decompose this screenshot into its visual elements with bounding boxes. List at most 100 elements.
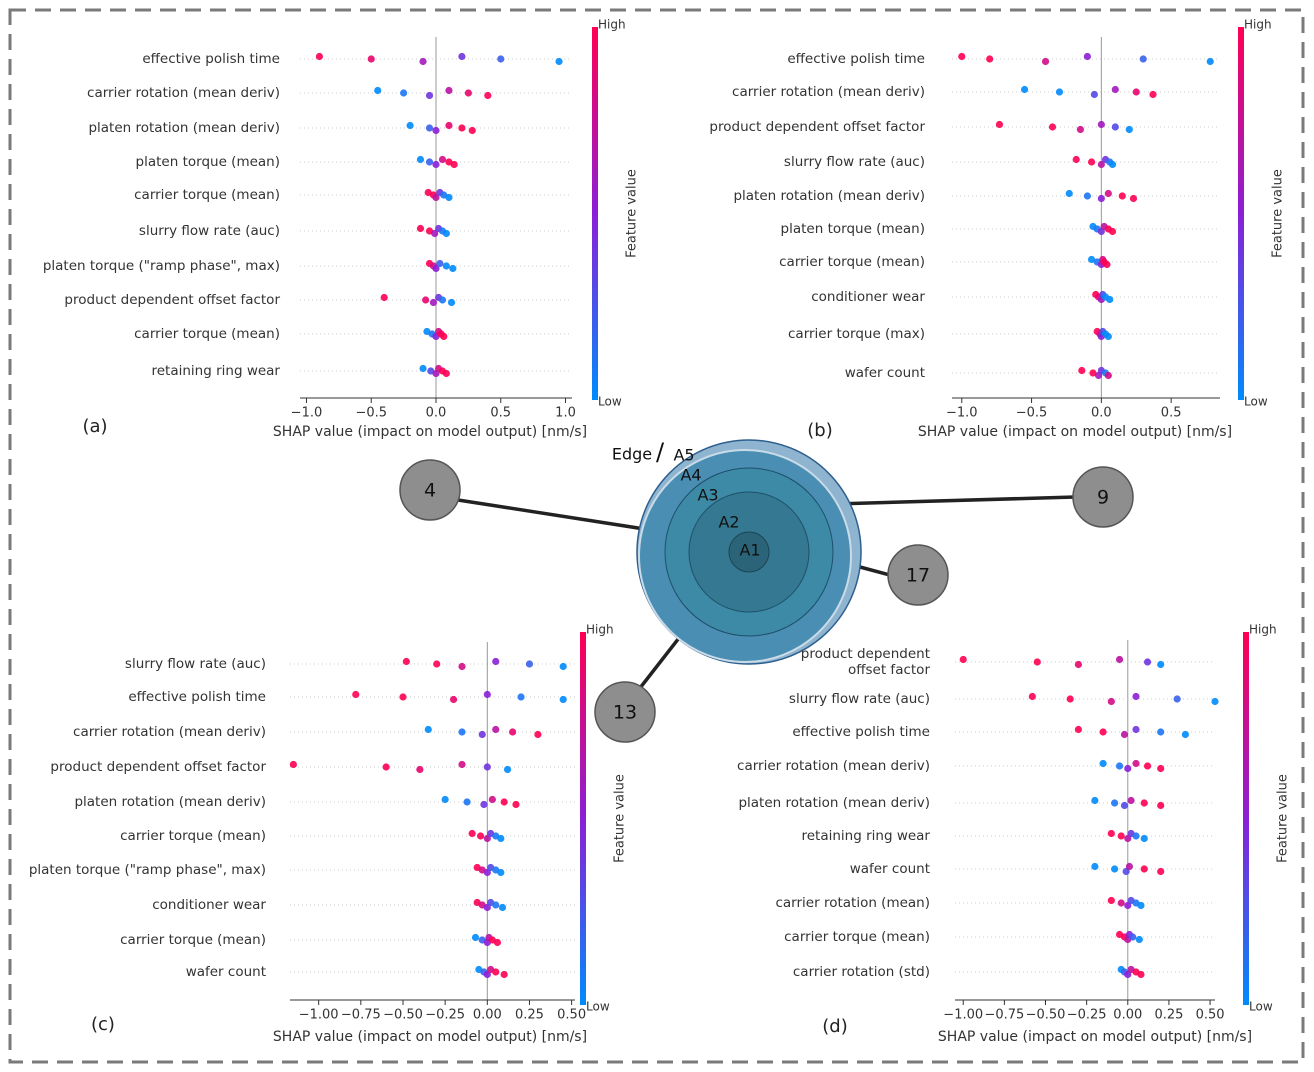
shap-point [504, 766, 511, 773]
shap-point [400, 89, 407, 96]
x-tick-label: −1.00 [299, 1008, 339, 1023]
shap-point [436, 260, 443, 267]
colorbar [1238, 27, 1244, 400]
shap-point [458, 53, 465, 60]
shap-point [1098, 195, 1105, 202]
shap-point [1108, 698, 1115, 705]
shap-point [463, 798, 470, 805]
shap-point [1129, 933, 1136, 940]
colorbar [580, 632, 586, 1005]
shap-point [1111, 799, 1118, 806]
feature-label: wafer count [845, 365, 925, 381]
feature-label: carrier torque (mean) [134, 187, 280, 203]
feature-label: effective polish time [792, 724, 930, 740]
shap-point [1111, 865, 1118, 872]
shap-point [417, 225, 424, 232]
shap-point [1137, 971, 1144, 978]
feature-label: slurry flow rate (auc) [139, 223, 280, 239]
x-tick-label: 0.5 [490, 406, 511, 421]
colorbar [1243, 632, 1249, 1005]
shap-point [458, 728, 465, 735]
shap-point [526, 660, 533, 667]
panel-label: (a) [82, 416, 107, 437]
shap-point [477, 832, 484, 839]
shap-point [1116, 656, 1123, 663]
x-tick-label: −0.75 [341, 1008, 381, 1023]
shap-point [1116, 762, 1123, 769]
shap-point [1157, 765, 1164, 772]
node-label: 17 [906, 565, 930, 587]
shap-point [419, 365, 426, 372]
shap-point [1075, 726, 1082, 733]
feature-label: retaining ring wear [802, 828, 931, 844]
feature-label: carrier rotation (mean deriv) [737, 758, 930, 774]
shap-point [1136, 936, 1143, 943]
node-label: 9 [1097, 487, 1109, 509]
shap-point [501, 798, 508, 805]
shap-point [1132, 726, 1139, 733]
shap-point [1157, 802, 1164, 809]
x-tick-label: 1.0 [555, 406, 576, 421]
shap-point [406, 122, 413, 129]
feature-label: carrier torque (max) [788, 326, 925, 342]
feature-label: slurry flow rate (auc) [784, 154, 925, 170]
shap-point [1109, 228, 1116, 235]
shap-point [451, 161, 458, 168]
x-tick-label: 0.25 [1154, 1008, 1183, 1023]
shap-point [497, 55, 504, 62]
colorbar [592, 27, 598, 400]
colorbar-title: Feature value [613, 774, 628, 863]
x-tick-label: −0.75 [984, 1008, 1024, 1023]
shap-point [1100, 760, 1107, 767]
shap-point [492, 658, 499, 665]
feature-label: carrier torque (mean) [120, 932, 266, 948]
shap-point [1211, 698, 1218, 705]
shap-point [512, 801, 519, 808]
shap-point [1112, 123, 1119, 130]
shap-point [1098, 121, 1105, 128]
shap-point [1130, 195, 1137, 202]
shap-point [439, 156, 446, 163]
shap-point [419, 58, 426, 65]
shap-point [1207, 58, 1214, 65]
colorbar-low: Low [586, 1000, 610, 1014]
shap-point [1133, 88, 1140, 95]
shap-point [986, 55, 993, 62]
shap-point [1132, 832, 1139, 839]
region-label: A2 [718, 513, 739, 532]
shap-point [1119, 192, 1126, 199]
shap-point [1132, 693, 1139, 700]
shap-point [1103, 261, 1110, 268]
feature-label: platen torque ("ramp phase", max) [29, 862, 266, 878]
shap-point [1141, 799, 1148, 806]
shap-point [458, 663, 465, 670]
shap-point [381, 294, 388, 301]
shap-point [509, 728, 516, 735]
shap-point [1100, 728, 1107, 735]
shap-point [443, 230, 450, 237]
shap-point [432, 127, 439, 134]
feature-label: platen rotation (mean deriv) [738, 795, 930, 811]
shap-point [440, 333, 447, 340]
feature-label: slurry flow rate (auc) [789, 691, 930, 707]
x-tick-label: 0.0 [426, 406, 447, 421]
connector [860, 567, 890, 575]
shap-point [1056, 88, 1063, 95]
shap-point [449, 265, 456, 272]
feature-label: carrier torque (mean) [784, 929, 930, 945]
shap-point [1078, 367, 1085, 374]
x-axis-label: SHAP value (impact on model output) [nm/… [273, 424, 587, 440]
feature-label: platen torque (mean) [781, 221, 925, 237]
shap-point [374, 87, 381, 94]
feature-label: platen torque ("ramp phase", max) [43, 258, 280, 274]
shap-point [1140, 55, 1147, 62]
colorbar-title: Feature value [1271, 169, 1286, 258]
shap-point [1066, 190, 1073, 197]
shap-point [517, 693, 524, 700]
shap-point [443, 370, 450, 377]
shap-point [555, 58, 562, 65]
shap-point [1021, 86, 1028, 93]
shap-point [484, 691, 491, 698]
shap-point [399, 693, 406, 700]
